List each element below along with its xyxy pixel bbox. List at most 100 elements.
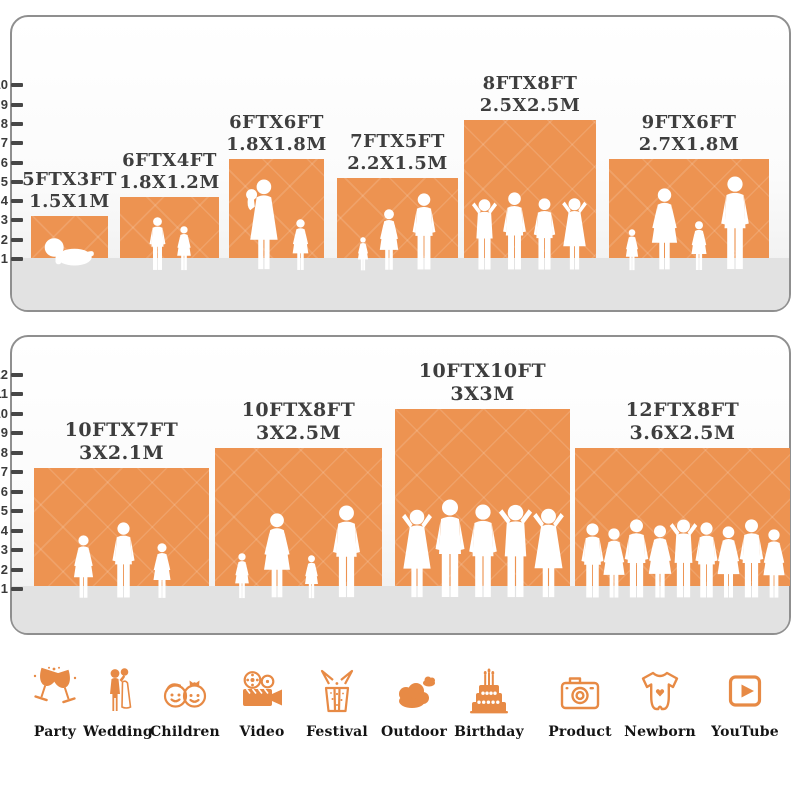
person-silhouette-man — [533, 198, 556, 270]
person-silhouette-man — [468, 504, 497, 598]
silhouette-group — [42, 236, 98, 266]
person-silhouette-woman — [379, 209, 398, 270]
ruler-number: 6 — [0, 483, 8, 499]
backdrop-box — [575, 448, 790, 598]
ruler-tick — [11, 509, 23, 513]
ruler-tick — [11, 411, 23, 416]
category-label: Video — [239, 724, 285, 740]
size-meters-label: 3X3M — [450, 383, 515, 405]
backdrop-box — [464, 120, 596, 270]
ruler-tick — [11, 470, 23, 474]
backdrop-box — [229, 159, 324, 270]
person-silhouette-man-arms — [498, 504, 532, 598]
person-silhouette-man-arms — [669, 519, 697, 598]
wedding-icon — [98, 664, 138, 718]
category-label: Children — [150, 724, 220, 740]
size-feet-label: 10FTX10FT — [418, 360, 547, 382]
category-item: Party — [0, 664, 110, 740]
ruler-number: 1 — [0, 251, 8, 266]
size-feet-label: 7FTX5FT — [350, 131, 445, 152]
person-silhouette-man — [412, 193, 435, 270]
person-silhouette-man — [694, 522, 718, 598]
size-meters-label: 3X2.1M — [78, 442, 165, 464]
ruler-number: 3 — [0, 212, 8, 228]
ruler-tick — [11, 528, 23, 533]
children-icon — [160, 664, 210, 718]
panel-medium-backdrops: 12345678910111210FTX7FT3X2.1M10FTX8FT3X2… — [0, 335, 791, 635]
person-silhouette-woman-arms — [532, 508, 564, 598]
backdrop-box — [215, 448, 382, 599]
ruler-tick — [11, 141, 23, 146]
silhouette-group — [69, 522, 174, 599]
size-feet-label: 8FTX8FT — [482, 73, 578, 94]
category-item: Wedding — [63, 664, 173, 740]
size-meters-label: 1.8X1.8M — [226, 134, 327, 155]
silhouette-group — [146, 217, 194, 271]
person-silhouette-girl — [691, 221, 707, 270]
category-item: Newborn — [605, 664, 715, 740]
backdrop-box — [34, 468, 209, 598]
category-item: Product — [525, 664, 635, 740]
category-label: Wedding — [83, 724, 153, 740]
person-silhouette-man — [624, 519, 648, 598]
backdrop-size-label: 8FTX8FT 2.5X2.5M — [419, 73, 641, 117]
size-meters-label: 3X2.5M — [255, 422, 342, 444]
person-silhouette-man — [580, 523, 604, 598]
birthday-icon — [465, 664, 513, 718]
backdrop-size-label: 6FTX4FT 1.8X1.2M — [75, 150, 264, 194]
ruler-tick — [11, 218, 23, 223]
ruler-number: 5 — [0, 173, 8, 189]
ruler-number: 10 — [0, 77, 8, 93]
ruler-tick — [11, 160, 23, 165]
silhouette-group — [242, 179, 312, 271]
size-feet-label: 5FTX3FT — [22, 169, 117, 190]
youtube-icon — [722, 664, 768, 718]
ruler-number: 4 — [0, 193, 8, 209]
backdrop-box — [31, 216, 108, 266]
size-meters-label: 3.6X2.5M — [629, 422, 736, 444]
person-silhouette-woman-arms — [562, 198, 587, 270]
person-silhouette-baby — [44, 238, 94, 266]
person-silhouette-boy — [149, 217, 165, 270]
person-silhouette-girl — [625, 229, 639, 271]
silhouette-group — [397, 499, 569, 599]
person-silhouette-girl — [304, 555, 318, 599]
ruler-tick — [11, 450, 23, 455]
ruler-number: 2 — [0, 561, 8, 577]
ruler-number: 7 — [0, 135, 8, 151]
person-silhouette-woman — [648, 525, 671, 598]
category-item: Outdoor — [359, 664, 469, 740]
ruler-tick — [11, 392, 23, 396]
festival-icon — [313, 664, 361, 718]
ruler-number: 9 — [0, 425, 8, 440]
ruler-number: 2 — [0, 231, 8, 247]
size-feet-label: 10FTX7FT — [64, 419, 179, 441]
category-label: Festival — [306, 724, 368, 740]
ruler-number: 3 — [0, 542, 8, 557]
category-item: YouTube — [690, 664, 800, 740]
person-silhouette-woman-child — [245, 179, 278, 270]
ruler-tick — [11, 199, 23, 204]
size-meters-label: 1.5X1M — [29, 191, 110, 212]
ruler-number: 8 — [0, 444, 8, 460]
backdrop-size-label: 6FTX6FT 1.8X1.8M — [184, 112, 369, 156]
ruler-number: 4 — [0, 522, 8, 538]
person-silhouette-woman — [263, 513, 290, 598]
category-item: Birthday — [434, 664, 544, 740]
backdrop-box — [120, 197, 219, 271]
person-silhouette-woman — [651, 188, 678, 270]
ruler-tick — [11, 548, 23, 552]
ruler-tick — [11, 121, 23, 126]
size-feet-label: 12FTX8FT — [625, 399, 740, 421]
person-silhouette-woman — [762, 529, 785, 598]
person-silhouette-girl — [357, 237, 368, 271]
backdrop-size-label: 7FTX5FT 2.2X1.5M — [292, 131, 503, 175]
size-feet-label: 9FTX6FT — [641, 112, 737, 133]
silhouette-group — [232, 505, 366, 599]
person-silhouette-man — [332, 505, 360, 598]
category-label: Newborn — [624, 724, 696, 740]
category-label: Product — [548, 724, 612, 740]
backdrop-box — [337, 178, 458, 271]
ruler-tick — [11, 372, 23, 377]
